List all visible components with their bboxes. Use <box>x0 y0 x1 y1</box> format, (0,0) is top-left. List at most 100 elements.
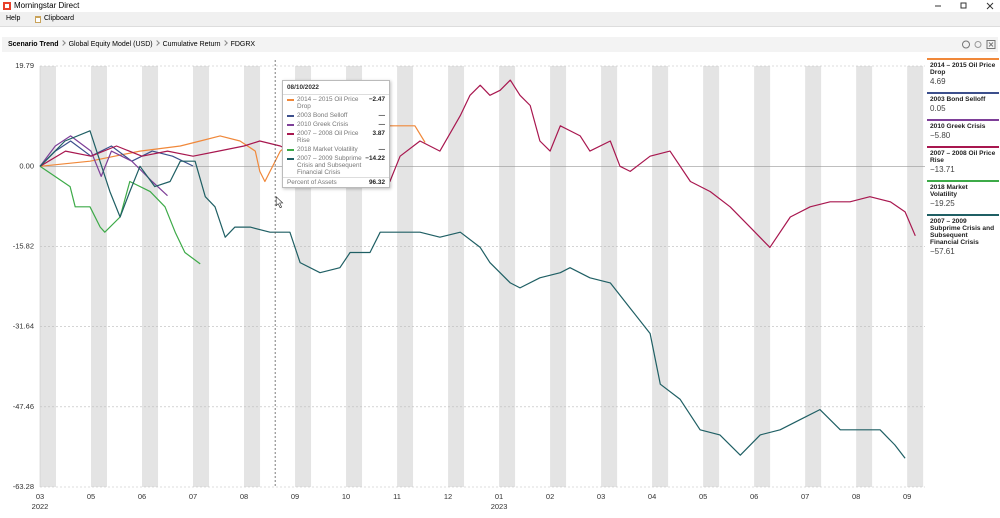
month-band <box>601 66 618 487</box>
x-tick-label: 06 <box>750 492 758 501</box>
tooltip-swatch <box>287 158 294 160</box>
tooltip-value: — <box>378 146 385 153</box>
y-tick-label: -31.64 <box>13 322 34 331</box>
x-tick-label: 09 <box>903 492 911 501</box>
tooltip-footer-label: Percent of Assets <box>287 179 337 186</box>
legend-entry: 2007 – 2008 Oil Price Rise −13.71 <box>927 146 999 180</box>
x-tick-label: 12 <box>444 492 452 501</box>
series-line <box>39 130 906 459</box>
month-band <box>805 66 822 487</box>
tooltip-footer-value: 96.32 <box>369 179 385 186</box>
legend-value: 4.69 <box>930 77 946 86</box>
x-tick-label: 07 <box>189 492 197 501</box>
x-tick-label: 01 <box>495 492 503 501</box>
clipboard-icon <box>35 16 41 23</box>
breadcrumb[interactable]: Cumulative Return <box>162 41 221 48</box>
x-tick-label: 07 <box>801 492 809 501</box>
x-tick-label: 06 <box>138 492 146 501</box>
tooltip-value: — <box>378 112 385 119</box>
year-label: 2022 <box>32 502 49 511</box>
month-band <box>703 66 720 487</box>
tooltip-row: 2010 Greek Crisis — <box>283 120 389 129</box>
x-tick-label: 11 <box>393 492 401 501</box>
legend: 2014 – 2015 Oil Price Drop 4.69 2003 Bond … <box>927 58 999 262</box>
month-band <box>448 66 465 487</box>
tooltip-footer: Percent of Assets 96.32 <box>283 177 389 187</box>
y-tick-label: -63.28 <box>13 482 34 491</box>
legend-value: 0.05 <box>930 104 946 113</box>
title-bar: Morningstar Direct <box>0 0 1000 12</box>
tooltip-name: 2007 – 2008 Oil Price Rise <box>297 130 359 144</box>
legend-entry: 2007 – 2009 Subprime Crisis and Subseque… <box>927 214 999 262</box>
tooltip-value: 3.87 <box>372 130 385 137</box>
legend-value: −5.80 <box>930 131 951 140</box>
tooltip-date: 08/10/2022 <box>283 81 389 95</box>
tooltip-row: 2018 Market Volatility — <box>283 145 389 154</box>
tooltip-swatch <box>287 99 294 101</box>
x-tick-label: 08 <box>240 492 248 501</box>
legend-entry: 2003 Bond Selloff 0.05 <box>927 92 999 119</box>
tooltip-swatch <box>287 133 294 135</box>
x-tick-label: 05 <box>87 492 95 501</box>
month-band <box>499 66 516 487</box>
menu-item[interactable]: Help <box>6 15 21 22</box>
y-tick-label: 0.00 <box>19 161 34 170</box>
tooltip-name: 2018 Market Volatility <box>297 146 358 153</box>
month-band <box>193 66 210 487</box>
menu-item[interactable]: Clipboard <box>44 15 74 22</box>
legend-value: −57.61 <box>930 247 955 256</box>
x-tick-label: 05 <box>699 492 707 501</box>
tooltip-name: 2010 Greek Crisis <box>297 121 349 128</box>
app-icon <box>3 2 11 10</box>
x-tick-label: 10 <box>342 492 350 501</box>
month-band <box>652 66 669 487</box>
legend-entry: 2018 Market Volatility −19.25 <box>927 180 999 214</box>
tooltip-name: 2003 Bond Selloff <box>297 112 348 119</box>
series-line <box>39 140 194 167</box>
tooltip-swatch <box>287 124 294 126</box>
legend-name: 2007 – 2009 Subprime Crisis and Subseque… <box>930 218 995 246</box>
y-tick-label: 19.79 <box>15 61 34 70</box>
y-tick-label: -15.82 <box>13 241 34 250</box>
legend-name: 2010 Greek Crisis <box>930 123 986 130</box>
legend-name: 2018 Market Volatility <box>930 184 968 198</box>
x-tick-label: 02 <box>546 492 554 501</box>
legend-value: −13.71 <box>930 165 955 174</box>
tooltip-row: 2007 – 2008 Oil Price Rise 3.87 <box>283 129 389 145</box>
tooltip-swatch <box>287 115 294 117</box>
x-tick-label: 03 <box>36 492 44 501</box>
breadcrumb[interactable]: FDGRX <box>230 41 256 48</box>
y-tick-label: -47.46 <box>13 402 34 411</box>
tooltip-name: 2007 – 2009 Subprime Crisis and Subseque… <box>297 155 362 176</box>
tooltip-name: 2014 – 2015 Oil Price Drop <box>297 96 359 110</box>
legend-name: 2014 – 2015 Oil Price Drop <box>930 62 996 76</box>
month-band <box>40 66 56 487</box>
month-band <box>754 66 771 487</box>
tooltip-value: −14.22 <box>365 155 385 162</box>
legend-value: −19.25 <box>930 199 955 208</box>
tooltip: 08/10/2022 2014 – 2015 Oil Price Drop −2.4… <box>282 80 390 188</box>
breadcrumb[interactable]: Global Equity Model (USD) <box>68 41 153 48</box>
x-tick-label: 04 <box>648 492 656 501</box>
x-tick-label: 03 <box>597 492 605 501</box>
tooltip-row: 2003 Bond Selloff — <box>283 111 389 120</box>
x-tick-label: 09 <box>291 492 299 501</box>
legend-entry: 2014 – 2015 Oil Price Drop 4.69 <box>927 58 999 92</box>
month-band <box>550 66 567 487</box>
legend-entry: 2010 Greek Crisis −5.80 <box>927 119 999 146</box>
cursor <box>275 195 284 209</box>
toolbar: Help Clipboard <box>0 12 1000 27</box>
tooltip-swatch <box>287 149 294 151</box>
report-header: Scenario Trend Global Equity Model (USD) C… <box>2 37 998 52</box>
header-icons[interactable] <box>962 40 996 49</box>
x-tick-label: 08 <box>852 492 860 501</box>
breadcrumb[interactable]: Scenario Trend <box>8 41 59 48</box>
month-band <box>244 66 261 487</box>
legend-name: 2003 Bond Selloff <box>930 96 986 103</box>
window-title: Morningstar Direct <box>14 1 80 10</box>
window-controls[interactable] <box>935 2 995 10</box>
tooltip-value: — <box>378 121 385 128</box>
month-band <box>907 66 924 487</box>
month-band <box>397 66 414 487</box>
series-line <box>39 79 916 248</box>
